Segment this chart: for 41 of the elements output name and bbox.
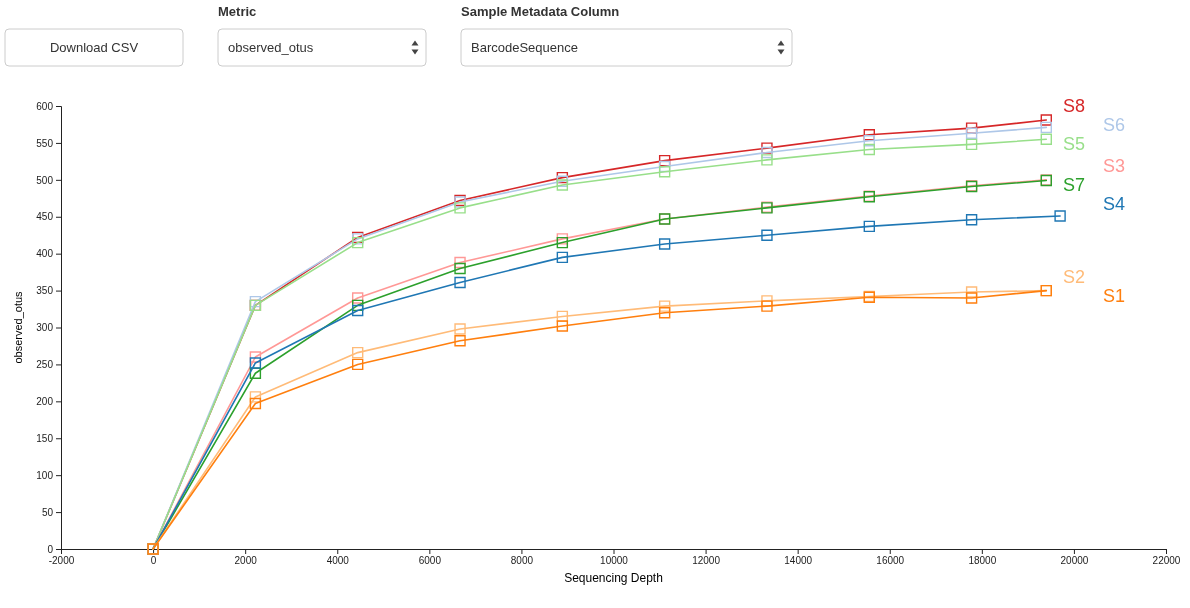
y-tick-label: 400 [36,248,54,260]
metric-select: observed_otus [217,28,427,67]
x-tick-label: 2000 [234,555,258,567]
series-label: S7 [1063,175,1086,196]
text: S3 [1103,156,1126,177]
text: S1 [1103,285,1126,306]
x-tick-label: 0 [150,555,157,567]
column-select: BarcodeSequence [460,28,793,67]
y-tick-label: 550 [36,137,54,149]
y-tick-label: 450 [36,211,54,223]
y-tick-label: 600 [36,100,54,112]
x-tick-label: 20000 [1060,555,1089,567]
text: S4 [1103,194,1126,215]
x-tick-label: -2000 [48,555,75,567]
x-axis-title: Sequencing Depth [564,571,663,585]
x-tick-label: 18000 [968,555,997,567]
y-tick-label: 500 [36,174,54,186]
text: Metric [218,4,257,19]
y-tick-label: 350 [36,285,54,297]
x-tick-label: 16000 [876,555,905,567]
y-axis-title: observed_otus [12,290,24,364]
y-tick-label: 250 [36,359,54,371]
x-tick-label: 22000 [1152,555,1181,567]
series-label: S5 [1063,134,1086,155]
x-tick-label: 6000 [418,555,442,567]
x-tick-label: 14000 [784,555,813,567]
download-button: Download CSV [4,28,184,67]
y-tick-label: 100 [36,469,54,481]
y-tick-label: 0 [47,543,54,555]
x-tick-label: 8000 [510,555,534,567]
y-tick-label: 300 [36,322,54,334]
x-tick-label: 12000 [692,555,721,567]
text: S6 [1103,115,1126,136]
series-label: S8 [1063,96,1086,117]
series-label: S2 [1063,266,1086,287]
y-tick-label: 50 [41,506,54,518]
y-tick-label: 150 [36,432,54,444]
x-tick-label: 10000 [600,555,629,567]
text: Sample Metadata Column [461,4,620,19]
x-tick-label: 4000 [326,555,350,567]
y-tick-label: 200 [36,396,54,408]
